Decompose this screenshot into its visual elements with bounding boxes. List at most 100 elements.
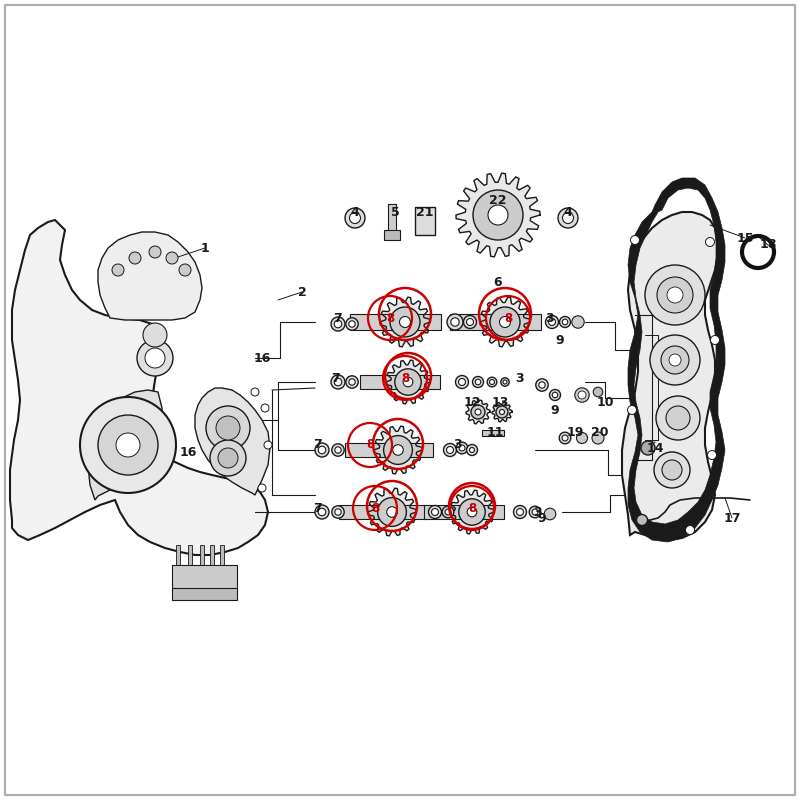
Circle shape (80, 397, 176, 493)
Circle shape (654, 452, 690, 488)
Circle shape (667, 287, 683, 303)
Circle shape (456, 442, 468, 454)
Text: 13: 13 (491, 395, 509, 409)
Text: 20: 20 (591, 426, 609, 438)
Circle shape (386, 506, 398, 518)
Text: 8: 8 (366, 438, 374, 451)
Polygon shape (456, 173, 540, 257)
Text: 22: 22 (490, 194, 506, 206)
Text: 15: 15 (736, 231, 754, 245)
Circle shape (635, 515, 645, 525)
Circle shape (331, 317, 345, 331)
Circle shape (446, 446, 454, 454)
Text: 12: 12 (463, 395, 481, 409)
Circle shape (499, 410, 505, 414)
Text: 17: 17 (723, 511, 741, 525)
Polygon shape (374, 426, 422, 474)
Circle shape (536, 378, 548, 391)
Circle shape (318, 508, 326, 516)
Text: 2: 2 (298, 286, 306, 298)
Circle shape (490, 307, 520, 337)
Circle shape (345, 208, 365, 228)
Circle shape (466, 318, 474, 326)
Circle shape (645, 265, 705, 325)
Circle shape (116, 433, 140, 457)
Text: 7: 7 (330, 371, 339, 385)
Circle shape (378, 498, 406, 526)
Bar (360, 375, 399, 389)
Circle shape (315, 443, 329, 457)
Circle shape (145, 348, 165, 368)
Text: 4: 4 (564, 206, 572, 218)
Circle shape (496, 406, 508, 418)
Bar (220, 545, 224, 595)
Circle shape (137, 340, 173, 376)
Text: 8: 8 (401, 371, 409, 385)
Circle shape (403, 377, 413, 387)
Circle shape (431, 509, 438, 515)
Text: 4: 4 (350, 206, 359, 218)
Circle shape (666, 406, 690, 430)
Circle shape (264, 441, 272, 449)
Circle shape (559, 317, 570, 327)
Text: 9: 9 (556, 334, 564, 346)
Circle shape (390, 307, 420, 337)
Text: 8: 8 (371, 502, 379, 514)
Polygon shape (466, 400, 490, 424)
Circle shape (129, 252, 141, 264)
Circle shape (490, 379, 494, 385)
Circle shape (445, 509, 451, 515)
Circle shape (473, 377, 483, 387)
Bar (402, 505, 427, 519)
Circle shape (335, 446, 341, 453)
Circle shape (530, 506, 541, 518)
Circle shape (475, 379, 481, 385)
Polygon shape (386, 360, 430, 404)
Bar (482, 430, 504, 436)
Circle shape (517, 509, 523, 515)
Circle shape (558, 208, 578, 228)
Circle shape (429, 506, 442, 518)
Circle shape (399, 317, 410, 327)
Circle shape (261, 404, 269, 412)
Circle shape (459, 445, 465, 451)
Polygon shape (88, 390, 162, 500)
Circle shape (577, 433, 587, 443)
Circle shape (459, 499, 485, 525)
Bar (339, 505, 382, 519)
Circle shape (331, 375, 345, 389)
Text: 21: 21 (416, 206, 434, 218)
Polygon shape (622, 212, 718, 540)
Circle shape (346, 318, 358, 330)
Text: 10: 10 (596, 395, 614, 409)
Circle shape (661, 346, 689, 374)
Circle shape (501, 378, 509, 386)
Text: 16: 16 (254, 351, 270, 365)
Circle shape (149, 246, 161, 258)
Circle shape (471, 405, 485, 419)
Text: 7: 7 (334, 311, 342, 325)
Circle shape (216, 416, 240, 440)
Circle shape (447, 314, 463, 330)
Circle shape (549, 318, 555, 326)
Circle shape (463, 315, 477, 329)
Polygon shape (10, 220, 268, 555)
Circle shape (218, 448, 238, 468)
Circle shape (707, 450, 717, 459)
Bar (424, 506, 463, 518)
Circle shape (630, 235, 639, 245)
Circle shape (559, 432, 570, 444)
Circle shape (143, 323, 167, 347)
Circle shape (499, 317, 510, 327)
Circle shape (686, 526, 694, 534)
Circle shape (466, 445, 478, 455)
Bar (409, 442, 433, 457)
Circle shape (210, 440, 246, 476)
PathPatch shape (628, 178, 725, 542)
Circle shape (488, 205, 508, 225)
Circle shape (657, 277, 693, 313)
Circle shape (656, 396, 700, 440)
Circle shape (475, 409, 481, 415)
Circle shape (395, 369, 421, 395)
Bar (416, 314, 442, 330)
